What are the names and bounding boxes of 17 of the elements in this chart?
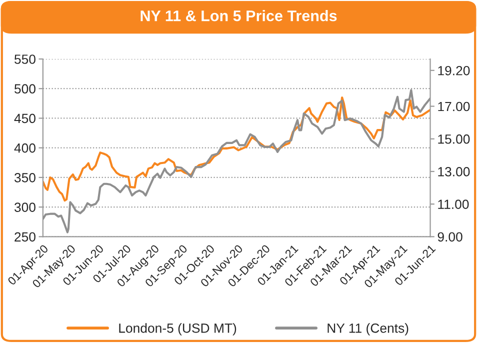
y-tick-label: 500	[14, 84, 36, 94]
legend-label: NY 11 (Cents)	[328, 323, 408, 336]
y2-tick-label: 19.20	[438, 66, 470, 76]
line-series	[42, 96, 430, 202]
y-tick-label: 400	[14, 143, 36, 153]
y-tick-label: 450	[14, 114, 36, 124]
y2-tick-label: 15.00	[438, 134, 470, 144]
y2-tick-label: 13.00	[438, 167, 470, 176]
y2-tick-label: 9.00	[438, 232, 462, 242]
chart-title: NY 11 & Lon 5 Price Trends	[140, 10, 337, 22]
y-tick-label: 250	[14, 232, 36, 242]
y-tick-label: 550	[14, 54, 36, 64]
y2-tick-label: 17.00	[438, 102, 470, 112]
y-tick-label: 300	[14, 202, 36, 212]
legend-label: London-5 (USD MT)	[119, 323, 236, 336]
y2-tick-label: 11.00	[438, 200, 469, 209]
y-tick-label: 350	[14, 173, 36, 182]
